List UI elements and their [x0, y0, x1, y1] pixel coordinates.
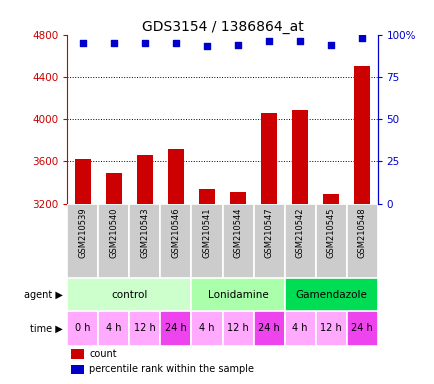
Bar [346, 204, 377, 278]
Bar [98, 311, 129, 346]
Bar [98, 204, 129, 278]
Bar [67, 278, 191, 311]
Point [172, 40, 179, 46]
Bar [160, 204, 191, 278]
Text: 4 h: 4 h [106, 323, 122, 333]
Text: 0 h: 0 h [75, 323, 90, 333]
Bar [129, 311, 160, 346]
Text: time ▶: time ▶ [30, 323, 63, 333]
Text: control: control [111, 290, 147, 300]
Bar [253, 311, 284, 346]
Bar [284, 278, 377, 311]
Point [79, 40, 86, 46]
Text: 24 h: 24 h [257, 323, 279, 333]
Bar [346, 311, 377, 346]
Text: 4 h: 4 h [292, 323, 307, 333]
Text: 12 h: 12 h [134, 323, 155, 333]
Bar [168, 149, 183, 384]
Text: GSM210545: GSM210545 [326, 207, 335, 258]
Text: Gamendazole: Gamendazole [294, 290, 366, 300]
Bar [222, 311, 253, 346]
Bar [160, 311, 191, 346]
Bar [292, 109, 307, 384]
Bar [137, 155, 152, 384]
Bar [191, 278, 284, 311]
Bar [284, 204, 315, 278]
Text: count: count [89, 349, 116, 359]
Text: GSM210540: GSM210540 [109, 207, 118, 258]
Text: GSM210539: GSM210539 [78, 207, 87, 258]
Text: GSM210542: GSM210542 [295, 207, 304, 258]
Bar [70, 349, 84, 359]
Text: GSM210548: GSM210548 [357, 207, 366, 258]
Point [327, 41, 334, 48]
Bar [129, 204, 160, 278]
Bar [261, 113, 276, 384]
Bar [230, 192, 245, 384]
Bar [315, 204, 346, 278]
Text: 4 h: 4 h [199, 323, 214, 333]
Point [358, 35, 365, 41]
Bar [354, 66, 369, 384]
Bar [315, 311, 346, 346]
Bar [199, 189, 214, 384]
Bar [106, 173, 122, 384]
Point [110, 40, 117, 46]
Bar [222, 204, 253, 278]
Text: Lonidamine: Lonidamine [207, 290, 268, 300]
Text: GSM210541: GSM210541 [202, 207, 211, 258]
Text: GSM210543: GSM210543 [140, 207, 149, 258]
Text: GSM210546: GSM210546 [171, 207, 180, 258]
Point [203, 43, 210, 50]
Title: GDS3154 / 1386864_at: GDS3154 / 1386864_at [141, 20, 302, 33]
Point [296, 38, 303, 45]
Point [265, 38, 272, 45]
Bar [322, 194, 338, 384]
Text: 12 h: 12 h [319, 323, 341, 333]
Text: GSM210544: GSM210544 [233, 207, 242, 258]
Bar [67, 204, 98, 278]
Text: 12 h: 12 h [227, 323, 248, 333]
Bar [253, 204, 284, 278]
Text: 24 h: 24 h [350, 323, 372, 333]
Point [234, 41, 241, 48]
Bar [70, 365, 84, 374]
Text: agent ▶: agent ▶ [24, 290, 63, 300]
Bar [284, 311, 315, 346]
Bar [191, 204, 222, 278]
Text: 24 h: 24 h [165, 323, 187, 333]
Bar [75, 159, 90, 384]
Point [141, 40, 148, 46]
Text: percentile rank within the sample: percentile rank within the sample [89, 364, 253, 374]
Text: GSM210547: GSM210547 [264, 207, 273, 258]
Bar [67, 311, 98, 346]
Bar [191, 311, 222, 346]
